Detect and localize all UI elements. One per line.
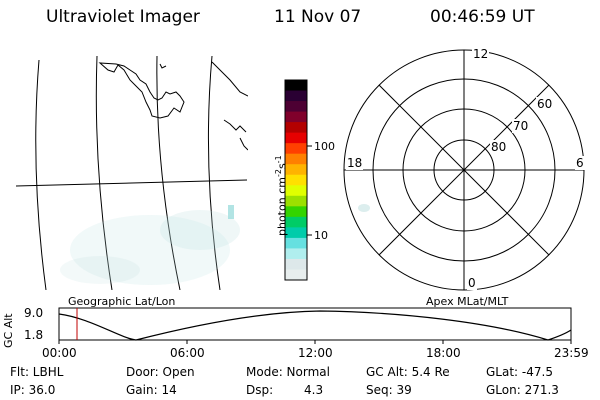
flt-info: Flt: LBHL [10,365,64,379]
lat-label-80: 80 [490,140,508,154]
mlt-label-12: 12 [472,47,490,61]
xtick-0000: 00:00 [42,346,77,360]
dsp-value: 4.3 [304,383,324,397]
glon-info: GLon: 271.3 [486,383,559,397]
lat-label-60: 60 [536,97,554,111]
seq-info: Seq: 39 [366,383,412,397]
colorbar-segment [285,101,307,113]
dsp-label: Dsp: [246,383,274,397]
colorbar-segment [285,90,307,102]
gc-alt-info: GC Alt: 5.4 Re [366,365,450,379]
mode-info: Mode: Normal [246,365,330,379]
coastline [211,61,248,97]
xtick-1200: 12:00 [298,346,333,360]
xtick-0600: 06:00 [170,346,205,360]
polar-aurora [358,204,370,212]
ip-info: IP: 36.0 [10,383,56,397]
meridian-line [95,55,113,290]
coastline [98,62,185,119]
header-date: 11 Nov 07 [274,7,362,27]
header-time: 00:46:59 UT [430,7,535,27]
colorbar-segment [285,206,307,218]
mlt-label-6: 6 [575,156,585,170]
mlt-label-18: 18 [346,156,364,170]
colorbar-segment [285,248,307,260]
instrument-title: Ultraviolet Imager [46,7,200,27]
colorbar-segment [285,132,307,144]
colorbar-segment [285,258,307,270]
apex-title: Apex MLat/MLT [426,295,509,308]
coastline [239,137,248,151]
meridian-line [156,55,181,290]
altitude-ylabel: GC Alt [2,313,15,348]
glat-info: GLat: -47.5 [486,365,553,379]
altitude-curve [58,310,572,341]
mlt-label-0: 0 [467,276,477,290]
colorbar-segment [285,185,307,197]
colorbar-segment [285,111,307,123]
xtick-1800: 18:00 [426,346,461,360]
gain-info: Gain: 14 [126,383,177,397]
coastline [159,63,167,69]
geographic-title: Geographic Lat/Lon [68,295,176,308]
parallel-line [16,179,248,187]
colorbar-segment [285,195,307,207]
colorbar-segment [285,227,307,239]
colorbar-segment [285,153,307,165]
colorbar-segment [285,122,307,134]
colorbar-segment [285,237,307,249]
mlt-line-diag [378,84,550,256]
colorbar-tick-10: 10 [314,229,328,242]
lat-label-70: 70 [512,119,530,133]
colorbar-segment [285,80,307,92]
colorbar-segment [285,143,307,155]
aurora-emission [60,205,240,285]
meridian-line [35,59,47,290]
coastline [223,119,247,133]
door-info: Door: Open [126,365,195,379]
meridian-line [207,55,221,290]
xtick-2359: 23:59 [554,346,589,360]
colorbar-segment [285,269,307,281]
colorbar-segment [285,164,307,176]
colorbar-segment [285,216,307,228]
colorbar-tick-100: 100 [314,140,335,153]
altitude-ymin: 1.8 [24,328,44,342]
altitude-ymax: 9.0 [24,306,44,320]
colorbar-segment [285,174,307,186]
